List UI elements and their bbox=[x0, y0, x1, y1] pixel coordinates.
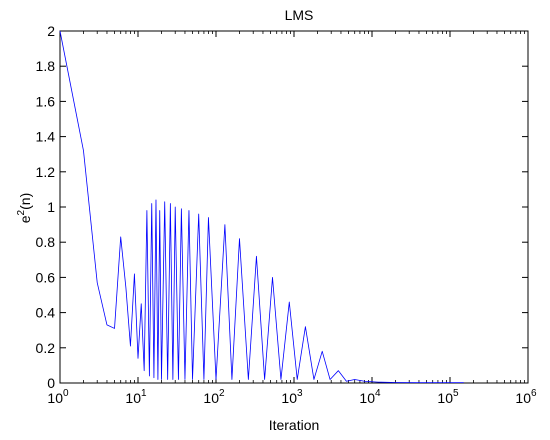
x-axis-label: Iteration bbox=[269, 417, 320, 433]
x-tick-labels: 100 101 102 103 104 105 106 bbox=[47, 388, 537, 406]
y-tick-label: 1 bbox=[47, 199, 55, 215]
chart-title: LMS bbox=[285, 7, 314, 23]
y-axis-label: e2(n) bbox=[16, 193, 33, 223]
y-tick-labels: 0 0.2 0.4 0.6 0.8 1 1.2 1.4 1.6 1.8 2 bbox=[36, 23, 56, 391]
y-axis-label-sup: 2 bbox=[16, 209, 27, 215]
x-tick-label: 102 bbox=[203, 388, 225, 406]
y-tick-label: 0.6 bbox=[36, 269, 56, 285]
y-tick-label: 1.4 bbox=[36, 129, 56, 145]
y-tick-label: 0.2 bbox=[36, 340, 56, 356]
series-layer bbox=[59, 30, 464, 384]
x-tick-label: 104 bbox=[359, 388, 381, 406]
y-tick-label: 1.8 bbox=[36, 58, 56, 74]
y-tick-label: 0.4 bbox=[36, 305, 56, 321]
y-tick-label: 1.2 bbox=[36, 164, 56, 180]
y-tick-label: 0.8 bbox=[36, 234, 56, 250]
x-tick-label: 106 bbox=[515, 388, 537, 406]
x-tick-label: 101 bbox=[125, 388, 147, 406]
y-tick-label: 0 bbox=[47, 375, 55, 391]
y-tick-label: 2 bbox=[47, 23, 55, 39]
major-ticks bbox=[59, 30, 529, 384]
y-axis-label-suffix: (n) bbox=[17, 193, 33, 210]
series-line-e2 bbox=[59, 30, 464, 384]
plot-area: 100 101 102 103 104 105 106 0 0.2 0.4 0.6 0.8 1 1.2 1… bbox=[36, 23, 537, 406]
x-tick-label: 105 bbox=[437, 388, 459, 406]
x-tick-label: 100 bbox=[47, 388, 69, 406]
y-tick-label: 1.6 bbox=[36, 93, 56, 109]
y-axis-label-base: e bbox=[17, 215, 33, 223]
x-tick-label: 103 bbox=[281, 388, 303, 406]
